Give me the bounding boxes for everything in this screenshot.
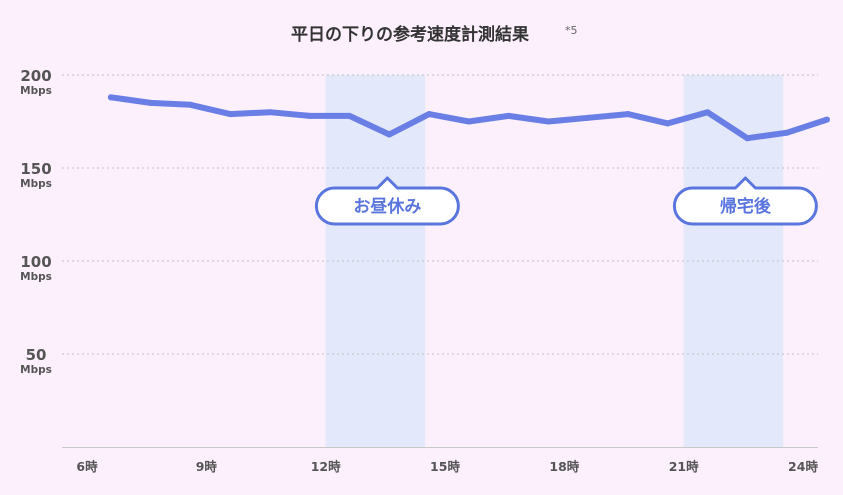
data-point (744, 135, 751, 142)
callout-label: お昼休み (353, 196, 421, 217)
data-point (784, 129, 791, 136)
data-point (823, 116, 830, 123)
data-point (227, 111, 234, 118)
data-point (107, 94, 114, 101)
data-point (624, 111, 631, 118)
x-tick-label: 6時 (76, 459, 98, 474)
callout-bubble (314, 176, 460, 226)
data-point (147, 99, 154, 106)
y-tick-unit: Mbps (20, 364, 52, 376)
data-point (306, 112, 313, 119)
data-point (664, 120, 671, 127)
y-tick-label: 200 (20, 67, 51, 85)
y-tick-unit: Mbps (20, 178, 52, 190)
data-point (585, 114, 592, 121)
x-tick-label: 18時 (549, 459, 579, 474)
data-point (266, 109, 273, 116)
callout-bubble (672, 176, 818, 226)
y-tick-label: 150 (20, 160, 51, 178)
data-point (465, 118, 472, 125)
data-point (386, 131, 393, 138)
data-point (505, 112, 512, 119)
callout-label: 帰宅後 (720, 196, 772, 217)
data-point (545, 118, 552, 125)
x-tick-label: 12時 (311, 459, 341, 474)
y-tick-unit: Mbps (20, 85, 52, 97)
chart-title-note: *5 (565, 24, 578, 37)
y-tick-label: 50 (26, 346, 47, 364)
chart-title: 平日の下りの参考速度計測結果 (291, 24, 529, 45)
x-tick-label: 24時 (788, 459, 818, 474)
x-tick-label: 15時 (430, 459, 460, 474)
data-point (426, 111, 433, 118)
y-tick-unit: Mbps (20, 271, 52, 283)
data-point (346, 112, 353, 119)
x-tick-label: 21時 (669, 459, 699, 474)
data-point (187, 101, 194, 108)
data-point (704, 109, 711, 116)
y-tick-label: 100 (20, 253, 51, 271)
x-tick-label: 9時 (196, 459, 218, 474)
